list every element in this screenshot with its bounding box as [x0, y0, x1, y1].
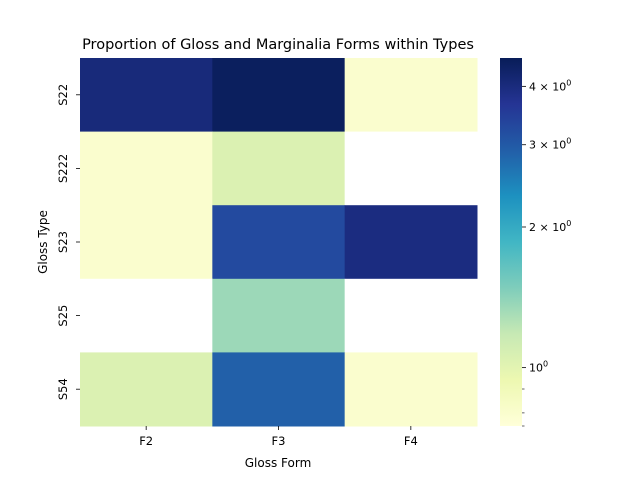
y-tick-label: S222	[56, 154, 70, 183]
x-axis-ticks: F2 F3 F4	[139, 426, 418, 448]
x-tick-label: F2	[139, 434, 153, 448]
heatmap-cell	[80, 205, 213, 280]
heatmap-cell	[344, 278, 478, 353]
colorbar-ticks: 100 2 × 100 3 × 100 4 × 100	[522, 78, 571, 427]
y-tick-label: S23	[56, 231, 70, 253]
heatmap-cell	[344, 205, 478, 280]
heatmap-cell	[344, 352, 478, 427]
heatmap-cell	[80, 58, 213, 133]
colorbar	[500, 58, 522, 426]
colorbar-tick-label: 3 × 100	[529, 137, 571, 152]
heatmap-cell	[212, 352, 346, 427]
y-tick-label: S22	[56, 84, 70, 106]
colorbar-tick-label: 4 × 100	[529, 78, 571, 93]
colorbar-tick-label: 100	[529, 360, 548, 375]
heatmap-cell	[80, 131, 213, 206]
y-tick-label: S54	[56, 378, 70, 400]
x-tick-label: F4	[404, 434, 418, 448]
y-axis-label: Gloss Type	[36, 210, 50, 274]
heatmap-cell	[212, 58, 346, 133]
heatmap-cell	[80, 352, 213, 427]
y-axis-ticks: S22 S222 S23 S25 S54	[56, 84, 80, 400]
heatmap-cell	[344, 58, 478, 133]
chart-title: Proportion of Gloss and Marginalia Forms…	[82, 37, 474, 53]
heatmap-cell	[212, 205, 346, 280]
heatmap-cell	[212, 278, 346, 353]
y-tick-label: S25	[56, 305, 70, 327]
heatmap-cell	[344, 131, 478, 206]
x-tick-label: F3	[272, 434, 286, 448]
heatmap-cells	[80, 58, 478, 427]
heatmap-cell	[212, 131, 346, 206]
x-axis-label: Gloss Form	[245, 456, 312, 470]
colorbar-tick-label: 2 × 100	[529, 219, 571, 234]
heatmap-cell	[80, 278, 213, 353]
